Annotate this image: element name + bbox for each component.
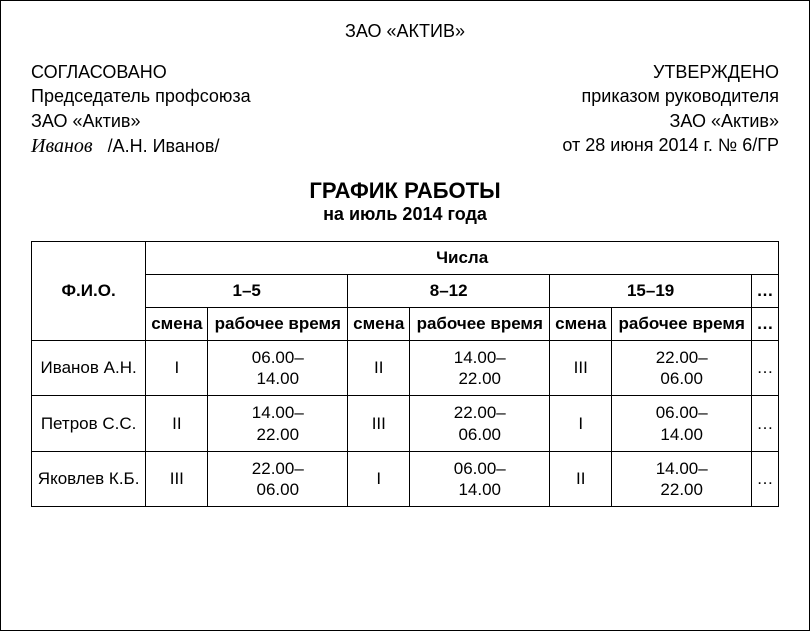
shift-cell: II (550, 451, 612, 507)
document-page: ЗАО «АКТИВ» СОГЛАСОВАНО Председатель про… (0, 0, 810, 631)
approved-by: приказом руководителя (562, 84, 779, 108)
fio-cell: Иванов А.Н. (32, 340, 146, 396)
shift-cell: II (348, 340, 410, 396)
time-cell: 06.00–14.00 (410, 451, 550, 507)
sub-time-2: рабочее время (612, 307, 752, 340)
sub-time-1: рабочее время (410, 307, 550, 340)
shift-cell: III (550, 340, 612, 396)
shift-cell: II (146, 396, 208, 452)
sub-shift-0: смена (146, 307, 208, 340)
agreed-org: ЗАО «Актив» (31, 109, 251, 133)
fio-cell: Петров С.С. (32, 396, 146, 452)
ellipsis-cell: … (752, 340, 779, 396)
period-ellipsis: … (752, 274, 779, 307)
fio-header: Ф.И.О. (32, 241, 146, 340)
ellipsis-cell: … (752, 396, 779, 452)
approved-block: УТВЕРЖДЕНО приказом руководителя ЗАО «Ак… (562, 60, 779, 160)
schedule-table: Ф.И.О. Числа 1–5 8–12 15–19 … смена рабо… (31, 241, 779, 508)
sub-time-0: рабочее время (208, 307, 348, 340)
time-cell: 14.00–22.00 (208, 396, 348, 452)
period-0: 1–5 (146, 274, 348, 307)
period-2: 15–19 (550, 274, 752, 307)
dates-header: Числа (146, 241, 779, 274)
approved-org: ЗАО «Актив» (562, 109, 779, 133)
shift-cell: I (146, 340, 208, 396)
approval-block: СОГЛАСОВАНО Председатель профсоюза ЗАО «… (31, 60, 779, 160)
shift-cell: III (146, 451, 208, 507)
table-row: Петров С.С. II 14.00–22.00 III 22.00–06.… (32, 396, 779, 452)
signature: Иванов (31, 135, 93, 157)
doc-title: ГРАФИК РАБОТЫ (31, 178, 779, 204)
sub-ellipsis: … (752, 307, 779, 340)
time-cell: 14.00–22.00 (410, 340, 550, 396)
header-row-1: Ф.И.О. Числа (32, 241, 779, 274)
sub-shift-1: смена (348, 307, 410, 340)
agreed-signature-line: Иванов /А.Н. Иванов/ (31, 133, 251, 160)
shift-cell: III (348, 396, 410, 452)
sub-shift-2: смена (550, 307, 612, 340)
time-cell: 06.00–14.00 (612, 396, 752, 452)
time-cell: 06.00–14.00 (208, 340, 348, 396)
agreed-label: СОГЛАСОВАНО (31, 60, 251, 84)
time-cell: 22.00–06.00 (612, 340, 752, 396)
approved-date: от 28 июня 2014 г. № 6/ГР (562, 133, 779, 157)
time-cell: 22.00–06.00 (410, 396, 550, 452)
shift-cell: I (550, 396, 612, 452)
signature-name: /А.Н. Иванов/ (108, 136, 220, 156)
table-row: Иванов А.Н. I 06.00–14.00 II 14.00–22.00… (32, 340, 779, 396)
period-1: 8–12 (348, 274, 550, 307)
time-cell: 14.00–22.00 (612, 451, 752, 507)
agreed-role: Председатель профсоюза (31, 84, 251, 108)
ellipsis-cell: … (752, 451, 779, 507)
approved-label: УТВЕРЖДЕНО (562, 60, 779, 84)
table-row: Яковлев К.Б. III 22.00–06.00 I 06.00–14.… (32, 451, 779, 507)
agreed-block: СОГЛАСОВАНО Председатель профсоюза ЗАО «… (31, 60, 251, 160)
shift-cell: I (348, 451, 410, 507)
fio-cell: Яковлев К.Б. (32, 451, 146, 507)
time-cell: 22.00–06.00 (208, 451, 348, 507)
doc-subtitle: на июль 2014 года (31, 204, 779, 225)
company-name: ЗАО «АКТИВ» (31, 21, 779, 42)
